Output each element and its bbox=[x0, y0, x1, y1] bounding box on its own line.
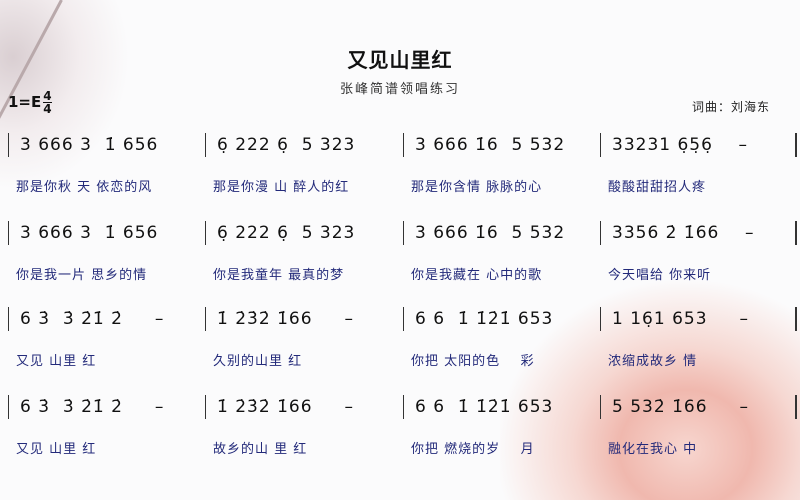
measure-notes: 1̇ 2̇3̇2̇ 1̇66 – bbox=[217, 397, 355, 417]
time-denominator: 4 bbox=[43, 102, 52, 116]
measure-notes: 6 3̇ 3̇ 2̇1̇ 2̇ – bbox=[20, 309, 165, 329]
measure-notes: 6 6 1̇ 1̇2̇1̇ 653 bbox=[415, 309, 554, 329]
measure-notes: 3 666 3 1̇ 656 bbox=[20, 135, 159, 155]
measure-lyrics: 今天唱给 你来听 bbox=[608, 268, 712, 283]
measure-notes: 3 666 1̇6 5 532 bbox=[415, 223, 566, 243]
measure-notes: 3 666 1̇6 5 532 bbox=[415, 135, 566, 155]
barline bbox=[600, 133, 601, 157]
measure: 6 6 1̇ 1̇2̇1̇ 653 你把 燃烧的岁 月 bbox=[403, 395, 593, 465]
measure-lyrics: 融化在我心 中 bbox=[608, 442, 698, 457]
key-signature: 1=E 4 4 bbox=[8, 90, 52, 115]
measure-notes: 6 6 1̇ 1̇2̇1̇ 653 bbox=[415, 397, 554, 417]
measure-notes: 5 532̇ 1̇66 – bbox=[612, 397, 750, 417]
staff-row: 3 666 3 1̇ 656 那是你秋 天 依恋的风 6̣ 222 6̣ 5 323… bbox=[0, 133, 800, 203]
measure: 1 16̣1 653 – 浓缩成故乡 情 bbox=[600, 307, 790, 377]
measure: 3 666 1̇6 5 532 你是我藏在 心中的歌 bbox=[403, 221, 593, 291]
barline bbox=[8, 307, 9, 331]
measure: 33231 6̣5̣6̣ – 酸酸甜甜招人疼 bbox=[600, 133, 790, 203]
measure-lyrics: 酸酸甜甜招人疼 bbox=[608, 180, 707, 195]
measure-lyrics: 你是我童年 最真的梦 bbox=[213, 268, 345, 283]
measure-lyrics: 浓缩成故乡 情 bbox=[608, 354, 698, 369]
measure-lyrics: 你是我一片 思乡的情 bbox=[16, 268, 148, 283]
measure: 3 666 3 1̇ 656 那是你秋 天 依恋的风 bbox=[8, 133, 198, 203]
flower-decoration bbox=[500, 270, 800, 500]
barline bbox=[403, 395, 404, 419]
time-numerator: 4 bbox=[43, 89, 52, 103]
end-barline bbox=[795, 395, 797, 419]
measure-lyrics: 又见 山里 红 bbox=[16, 442, 97, 457]
barline bbox=[403, 307, 404, 331]
measure-notes: 6 3̇ 3̇ 2̇1̇ 2̇ – bbox=[20, 397, 165, 417]
staff-row: 6 3̇ 3̇ 2̇1̇ 2̇ – 又见 山里 红 1̇ 2̇3̇2̇ 1̇66 –… bbox=[0, 307, 800, 377]
measure-lyrics: 你是我藏在 心中的歌 bbox=[411, 268, 543, 283]
measure-lyrics: 久别的山里 红 bbox=[213, 354, 303, 369]
barline bbox=[403, 133, 404, 157]
measure-lyrics: 故乡的山 里 红 bbox=[213, 442, 308, 457]
subtitle: 张峰简谱领唱练习 bbox=[339, 82, 460, 97]
measure-notes: 1̇ 2̇3̇2̇ 1̇66 – bbox=[217, 309, 355, 329]
barline bbox=[403, 221, 404, 245]
measure: 5 532̇ 1̇66 – 融化在我心 中 bbox=[600, 395, 790, 465]
measure-lyrics: 你把 燃烧的岁 月 bbox=[411, 442, 535, 457]
barline bbox=[600, 221, 601, 245]
barline bbox=[205, 221, 206, 245]
measure-lyrics: 又见 山里 红 bbox=[16, 354, 97, 369]
measure-notes: 1 16̣1 653 – bbox=[612, 309, 750, 329]
song-title: 又见山里红 bbox=[347, 48, 453, 72]
staff-row: 6 3̇ 3̇ 2̇1̇ 2̇ – 又见 山里 红 1̇ 2̇3̇2̇ 1̇66 –… bbox=[0, 395, 800, 465]
leaf-decoration bbox=[0, 0, 130, 190]
barline bbox=[205, 133, 206, 157]
credit: 词曲：刘海东 bbox=[691, 100, 770, 114]
measure: 6 6 1̇ 1̇2̇1̇ 653 你把 太阳的色 彩 bbox=[403, 307, 593, 377]
barline bbox=[8, 133, 9, 157]
measure: 1̇ 2̇3̇2̇ 1̇66 – 久别的山里 红 bbox=[205, 307, 395, 377]
end-barline bbox=[795, 221, 797, 245]
measure: 6̣ 222 6̣ 5 323 你是我童年 最真的梦 bbox=[205, 221, 395, 291]
measure: 3356 2̇ 1̇66 – 今天唱给 你来听 bbox=[600, 221, 790, 291]
measure-lyrics: 你把 太阳的色 彩 bbox=[411, 354, 535, 369]
measure: 6̣ 222 6̣ 5 323 那是你漫 山 醉人的红 bbox=[205, 133, 395, 203]
measure-notes: 3 666 3 1̇ 656 bbox=[20, 223, 159, 243]
barline bbox=[600, 395, 601, 419]
measure: 3 666 1̇6 5 532 那是你含情 脉脉的心 bbox=[403, 133, 593, 203]
measure-lyrics: 那是你秋 天 依恋的风 bbox=[16, 180, 153, 195]
end-barline bbox=[795, 307, 797, 331]
measure: 6 3̇ 3̇ 2̇1̇ 2̇ – 又见 山里 红 bbox=[8, 307, 198, 377]
measure-lyrics: 那是你含情 脉脉的心 bbox=[411, 180, 543, 195]
measure-notes: 3356 2̇ 1̇66 – bbox=[612, 223, 755, 243]
barline bbox=[8, 395, 9, 419]
measure: 1̇ 2̇3̇2̇ 1̇66 – 故乡的山 里 红 bbox=[205, 395, 395, 465]
measure-notes: 6̣ 222 6̣ 5 323 bbox=[217, 135, 356, 155]
measure-notes: 33231 6̣5̣6̣ – bbox=[612, 135, 749, 155]
barline bbox=[600, 307, 601, 331]
end-barline bbox=[795, 133, 797, 157]
measure-lyrics: 那是你漫 山 醉人的红 bbox=[213, 180, 350, 195]
measure: 3 666 3 1̇ 656 你是我一片 思乡的情 bbox=[8, 221, 198, 291]
barline bbox=[205, 395, 206, 419]
staff-row: 3 666 3 1̇ 656 你是我一片 思乡的情 6̣ 222 6̣ 5 323 你… bbox=[0, 221, 800, 291]
barline bbox=[205, 307, 206, 331]
measure: 6 3̇ 3̇ 2̇1̇ 2̇ – 又见 山里 红 bbox=[8, 395, 198, 465]
barline bbox=[8, 221, 9, 245]
measure-notes: 6̣ 222 6̣ 5 323 bbox=[217, 223, 356, 243]
key-label: 1=E bbox=[8, 93, 42, 111]
